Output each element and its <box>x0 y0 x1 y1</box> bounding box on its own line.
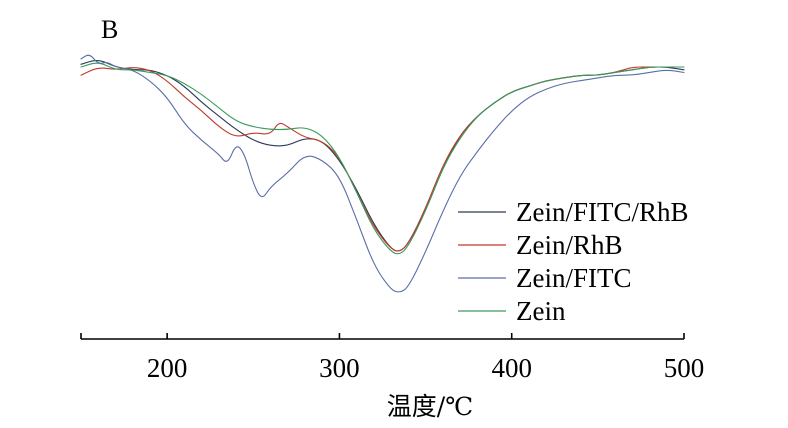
series-layer <box>80 54 685 293</box>
x-tick-label-200: 200 <box>147 353 188 383</box>
legend-label-1: Zein/RhB <box>516 230 623 260</box>
legend-label-2: Zein/FITC <box>516 263 632 293</box>
x-axis-ticks: 200 300 400 500 <box>80 333 705 383</box>
x-tick-label-500: 500 <box>664 353 705 383</box>
x-axis-title: 温度/℃ <box>387 392 473 421</box>
legend-label-0: Zein/FITC/RhB <box>516 197 689 227</box>
legend-label-3: Zein <box>516 296 566 326</box>
x-tick-label-400: 400 <box>491 353 532 383</box>
series-line-3 <box>80 62 685 255</box>
panel-label: B <box>101 15 118 44</box>
x-tick-label-300: 300 <box>319 353 360 383</box>
series-line-2 <box>80 54 685 293</box>
